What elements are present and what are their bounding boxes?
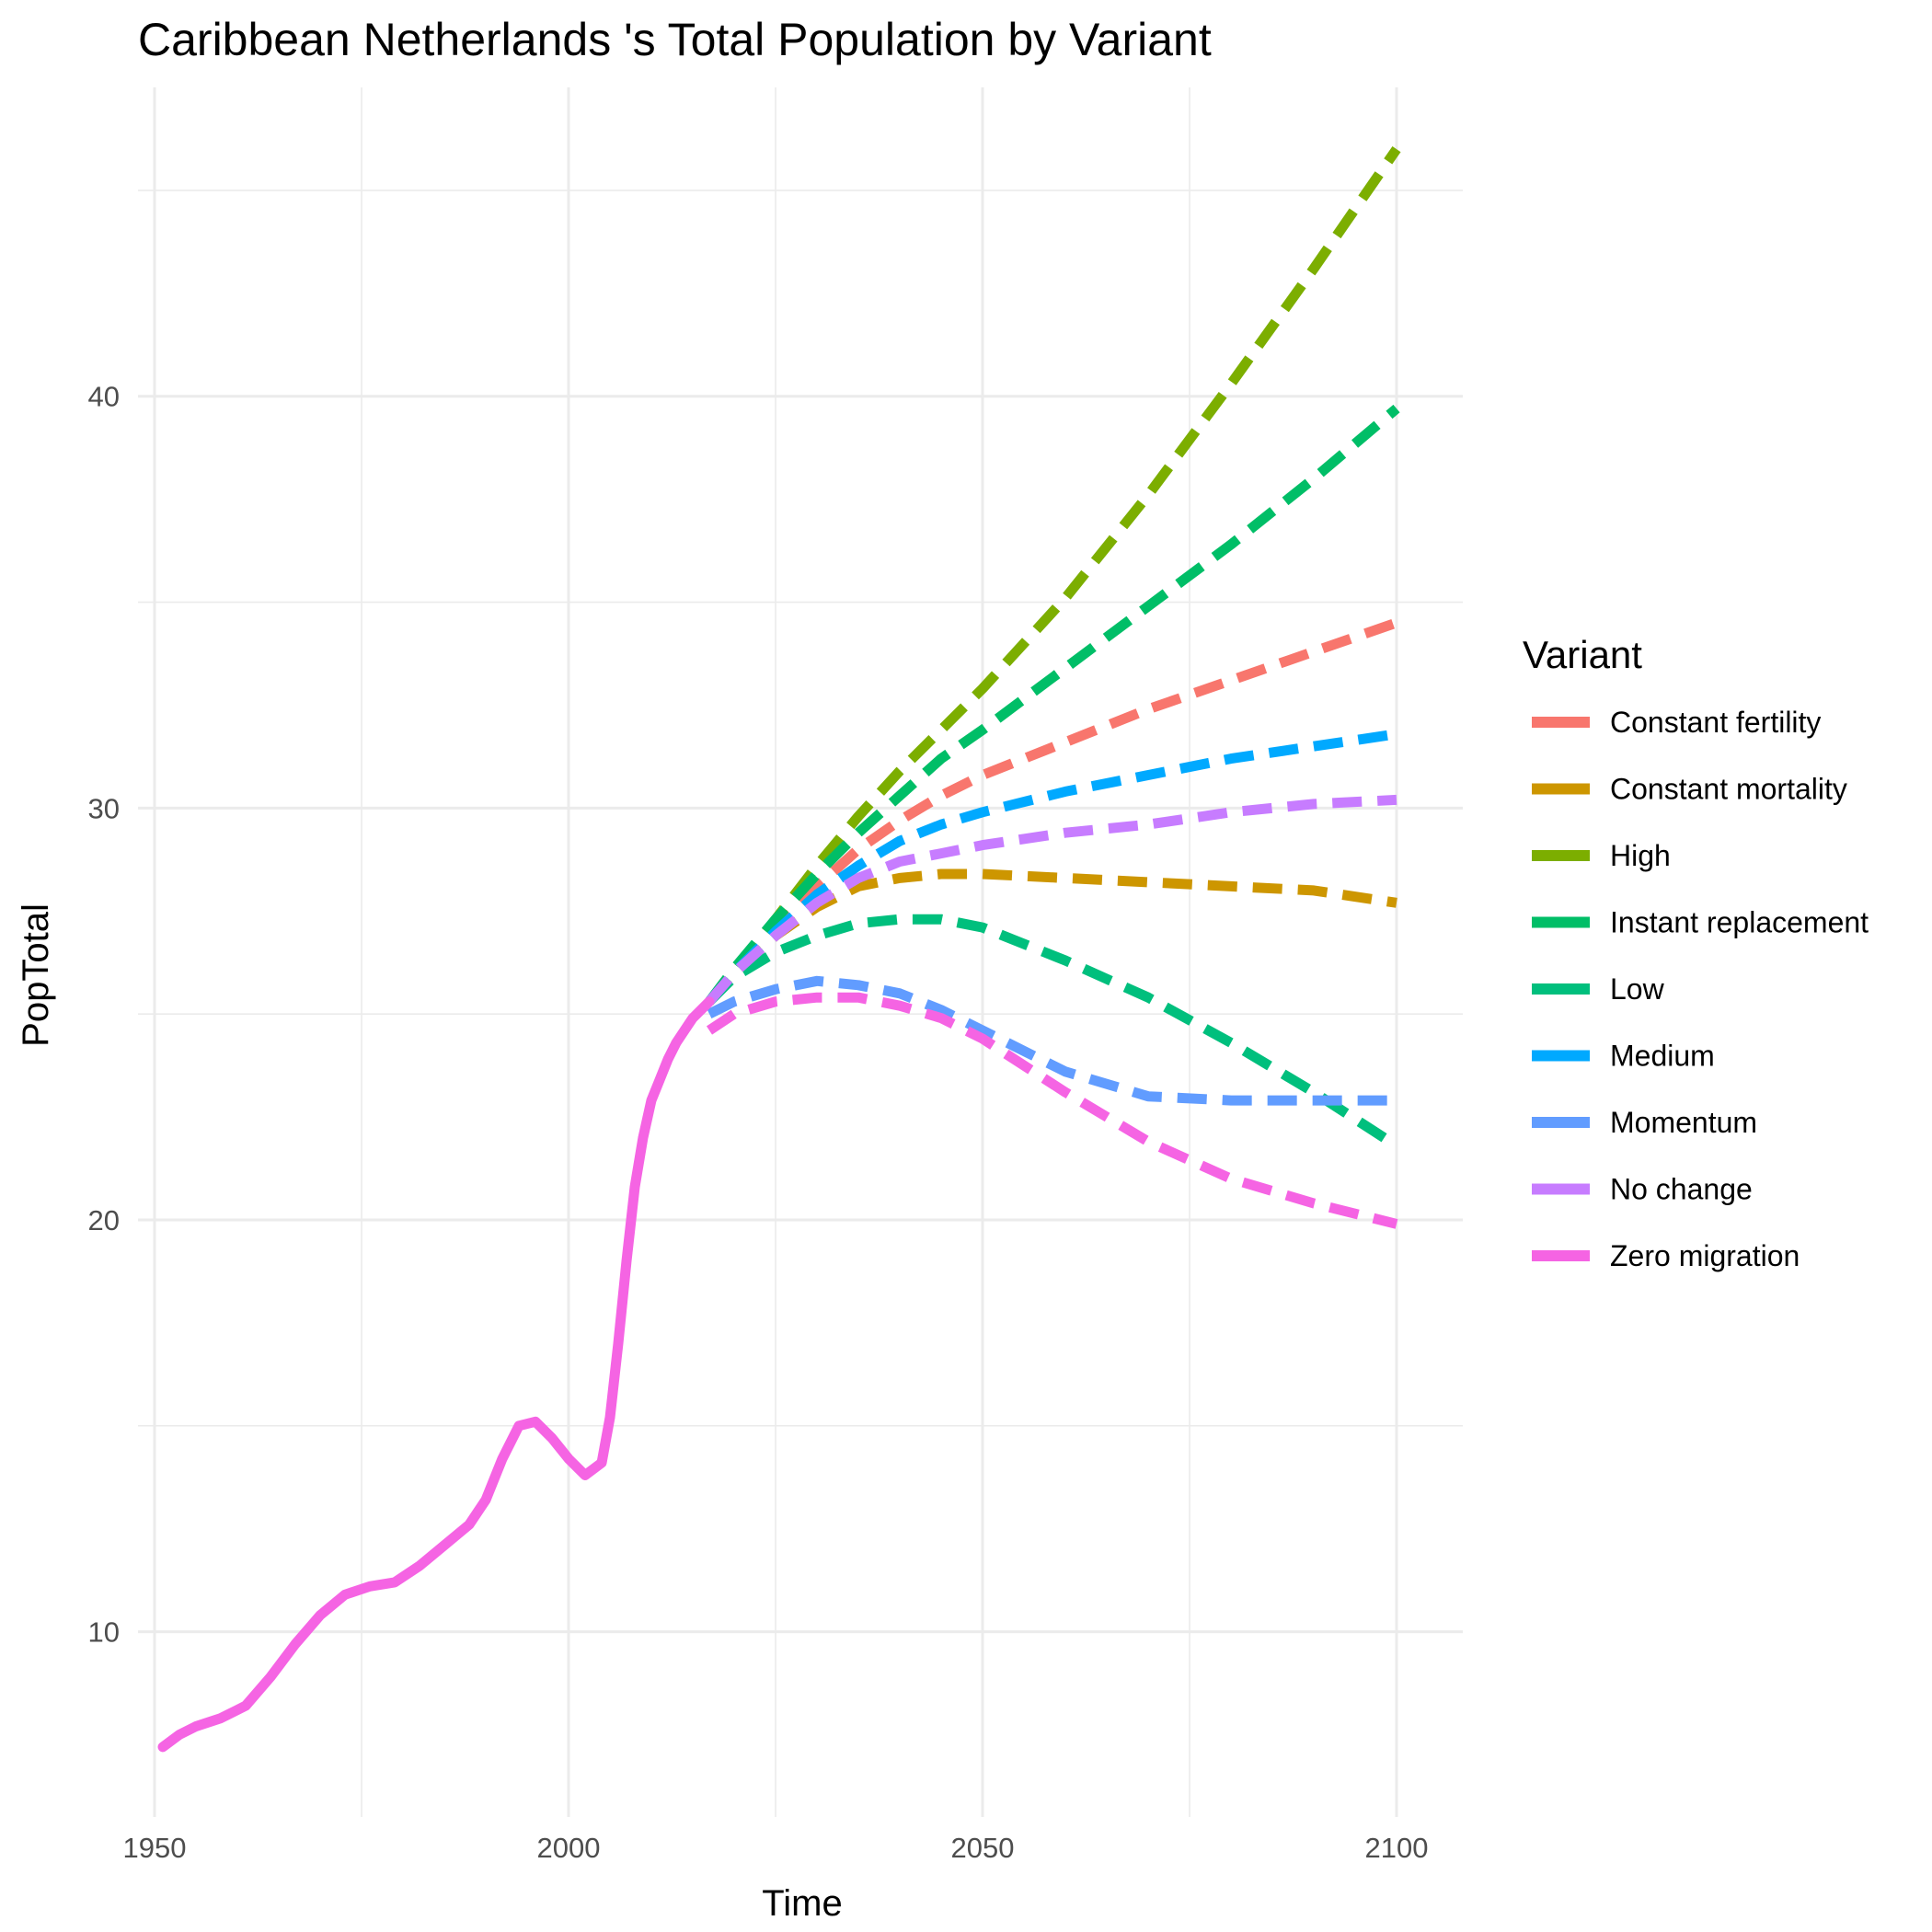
legend-label: Instant replacement xyxy=(1610,906,1869,939)
grid xyxy=(138,87,1463,1817)
chart-title: Caribbean Netherlands 's Total Populatio… xyxy=(138,14,1212,65)
x-axis-ticks: 1950 2000 2050 2100 xyxy=(123,1832,1429,1864)
series-line-momentum xyxy=(707,975,1397,1106)
x-tick-label: 1950 xyxy=(123,1832,187,1864)
series-line-medium xyxy=(705,729,1397,1006)
x-tick-label: 2100 xyxy=(1365,1832,1429,1864)
legend-label: Zero migration xyxy=(1610,1239,1800,1272)
legend-label: Constant mortality xyxy=(1610,773,1847,806)
x-axis-title: Time xyxy=(762,1883,842,1924)
y-axis-title: PopTotal xyxy=(16,903,56,1047)
y-tick-label: 10 xyxy=(88,1616,120,1649)
legend-label: Constant fertility xyxy=(1610,706,1821,739)
legend-label: High xyxy=(1610,839,1671,872)
y-tick-label: 40 xyxy=(88,381,120,413)
legend-label: Momentum xyxy=(1610,1106,1757,1139)
legend-label: Low xyxy=(1610,972,1665,1006)
series-line-no-change xyxy=(705,794,1397,1006)
x-tick-label: 2050 xyxy=(951,1832,1015,1864)
legend-label: Medium xyxy=(1610,1040,1715,1073)
x-tick-label: 2000 xyxy=(537,1832,601,1864)
series-line-zero-migration xyxy=(706,992,1398,1229)
historical-line xyxy=(157,996,715,1753)
series-line-instant-replacement xyxy=(705,404,1400,1006)
plot-lines xyxy=(157,145,1401,1753)
y-axis-ticks: 10 20 30 40 xyxy=(88,381,120,1649)
series-line-low xyxy=(706,914,1399,1151)
y-tick-label: 20 xyxy=(88,1204,120,1236)
y-tick-label: 30 xyxy=(88,792,120,824)
legend-label: No change xyxy=(1610,1173,1753,1206)
legend: Variant Constant fertility Constant morta… xyxy=(1523,633,1869,1272)
legend-title: Variant xyxy=(1523,633,1642,676)
